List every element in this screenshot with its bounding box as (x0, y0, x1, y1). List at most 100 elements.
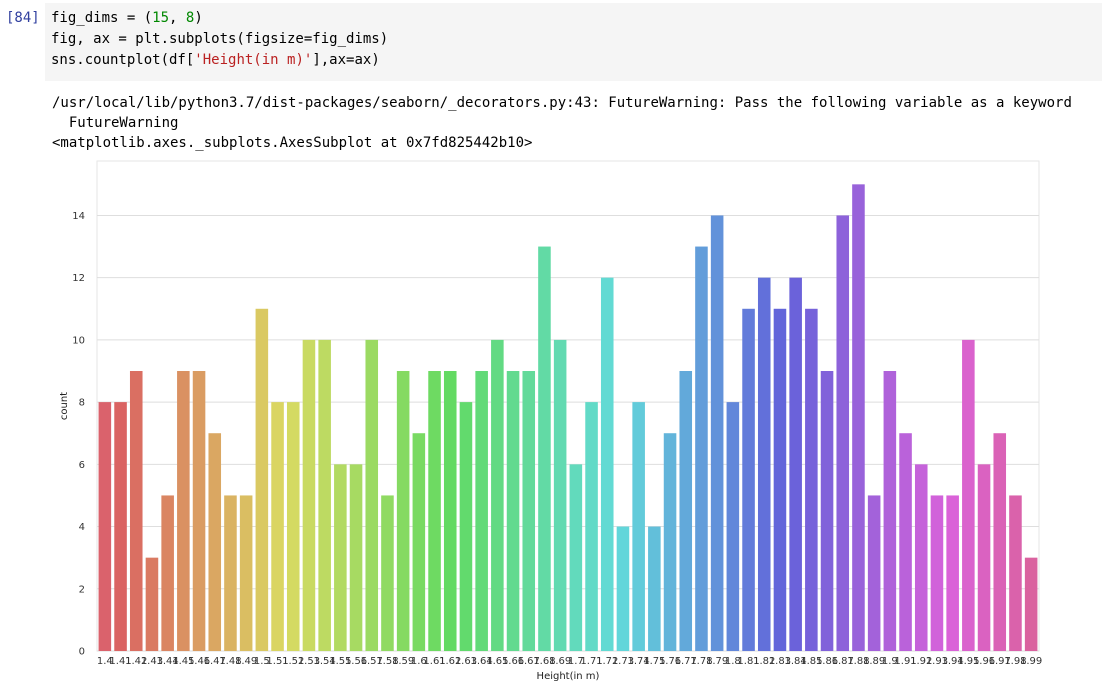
x-tick-label: 1.64 (471, 656, 493, 667)
warning-subtext: FutureWarning (52, 115, 179, 131)
x-tick-label: 1.53 (298, 656, 320, 667)
bar (820, 371, 834, 651)
bar (98, 402, 112, 651)
x-tick-label: 1.58 (376, 656, 398, 667)
bar (428, 371, 441, 651)
bar (600, 277, 614, 651)
x-tick-label: 1.47 (204, 656, 226, 667)
x-tick-label: 1.83 (769, 656, 791, 667)
bar (365, 339, 379, 651)
y-tick-label: 14 (72, 211, 85, 222)
x-tick-label: 1.79 (706, 656, 728, 667)
x-tick-label: 1.81 (737, 656, 759, 667)
x-tick-label: 1.55 (329, 656, 351, 667)
bar (412, 433, 426, 651)
x-tick-label: 1.51 (266, 656, 288, 667)
y-axis-label: count (59, 392, 70, 420)
x-tick-label: 1.5 (254, 656, 270, 667)
x-tick-label: 1.59 (392, 656, 414, 667)
bar (930, 495, 944, 651)
x-tick-label: 1.96 (973, 656, 995, 667)
x-tick-label: 1.71 (580, 656, 602, 667)
x-tick-label: 1.91 (894, 656, 916, 667)
x-tick-label: 1.57 (361, 656, 383, 667)
plot-area (96, 160, 1040, 652)
x-tick-label: 1.52 (282, 656, 304, 667)
y-tick-label: 10 (72, 335, 85, 346)
bar (239, 495, 253, 651)
return-value-text: <matplotlib.axes._subplots.AxesSubplot a… (52, 135, 533, 151)
x-tick-label: 1.42 (125, 656, 147, 667)
x-tick-label: 1.94 (942, 656, 964, 667)
bar (585, 402, 598, 651)
x-tick-label: 1.41 (109, 656, 131, 667)
bar (506, 371, 520, 651)
x-tick-label: 1.9 (882, 656, 898, 667)
bar (962, 339, 975, 651)
bar (145, 557, 159, 651)
bar (224, 495, 237, 651)
x-tick-label: 1.93 (926, 656, 948, 667)
bar (114, 402, 127, 651)
x-tick-label: 1.99 (1020, 656, 1042, 667)
x-tick-label: 1.62 (439, 656, 461, 667)
bar (852, 184, 865, 652)
x-tick-label: 1.85 (800, 656, 822, 667)
code-editor[interactable]: fig_dims = (15, 8) fig, ax = plt.subplots… (45, 3, 1102, 81)
x-tick-label: 1.92 (910, 656, 932, 667)
execution-count: [84] (6, 10, 40, 26)
x-tick-label: 1.75 (643, 656, 665, 667)
bar (616, 526, 630, 651)
bar (318, 339, 331, 651)
x-tick-label: 1.8 (725, 656, 741, 667)
bar (914, 464, 928, 651)
x-tick-label: 1.95 (957, 656, 979, 667)
code-cell[interactable]: [84] fig_dims = (15, 8) fig, ax = plt.sub… (0, 0, 1102, 84)
x-tick-label: 1.78 (690, 656, 712, 667)
x-tick-label: 1.98 (1004, 656, 1026, 667)
code-token: , (169, 10, 186, 26)
y-tick-label: 8 (79, 398, 85, 409)
x-tick-label: 1.63 (455, 656, 477, 667)
code-token: 15 (152, 10, 170, 26)
bar (977, 464, 991, 651)
code-token: 8 (185, 10, 195, 26)
bar (161, 495, 174, 651)
bar (679, 371, 693, 651)
x-tick-label: 1.45 (172, 656, 194, 667)
code-token: fig, ax = plt.subplots(figsize=fig_dims) (51, 31, 389, 47)
bar (271, 402, 284, 651)
x-tick-label: 1.66 (502, 656, 524, 667)
y-tick-label: 6 (79, 460, 85, 471)
code-line: fig_dims = (15, 8) (51, 8, 1096, 29)
x-tick-label: 1.44 (157, 656, 179, 667)
code-line: fig, ax = plt.subplots(figsize=fig_dims) (51, 29, 1096, 50)
countplot-chart: 024681012141.41.411.421.431.441.451.461.… (59, 160, 1042, 682)
code-token: sns.countplot(df[ (51, 52, 195, 68)
bar (569, 464, 583, 651)
bar (538, 246, 551, 652)
x-tick-label: 1.74 (628, 656, 650, 667)
bar (695, 246, 708, 652)
x-tick-label: 1.43 (141, 656, 163, 667)
x-tick-label: 1.97 (989, 656, 1011, 667)
x-tick-label: 1.86 (816, 656, 838, 667)
bar (522, 371, 536, 651)
y-tick-label: 2 (79, 584, 85, 595)
bar (491, 339, 504, 651)
x-tick-label: 1.68 (533, 656, 555, 667)
bar (773, 308, 787, 651)
x-axis-label: Height(in m) (537, 671, 600, 682)
bar (553, 339, 567, 651)
x-tick-label: 1.7 (568, 656, 584, 667)
x-tick-label: 1.76 (659, 656, 681, 667)
bar (255, 308, 269, 651)
bar (1009, 495, 1022, 651)
bar (632, 402, 645, 651)
bar (805, 308, 818, 651)
bar (443, 371, 457, 651)
x-tick-label: 1.88 (847, 656, 869, 667)
x-tick-label: 1.87 (832, 656, 854, 667)
bar (757, 277, 771, 651)
